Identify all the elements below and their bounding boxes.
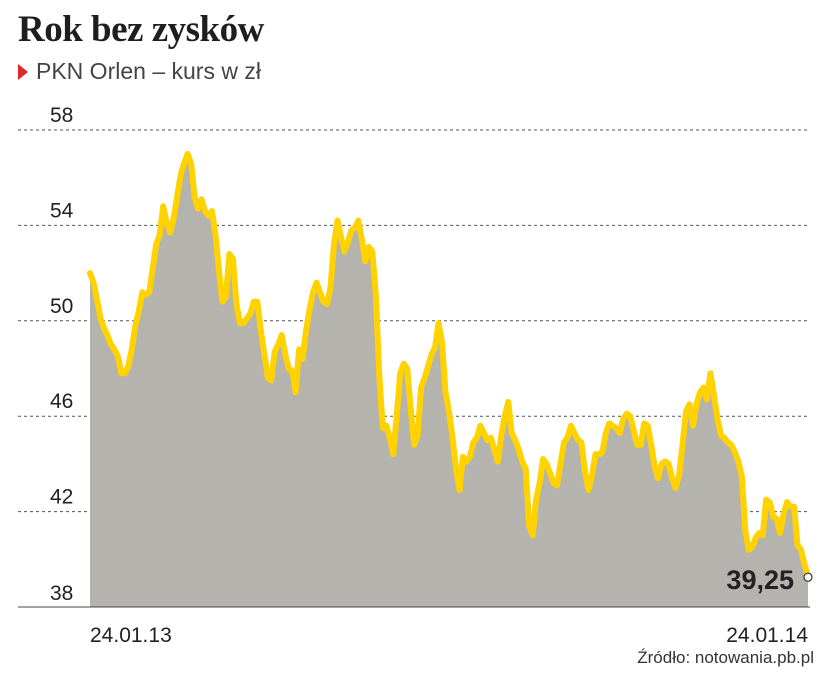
price-area xyxy=(90,153,808,607)
y-tick-label-42: 42 xyxy=(50,486,73,509)
y-tick-label-54: 54 xyxy=(50,199,74,222)
price-line xyxy=(87,150,811,581)
source-note: Źródło: notowania.pb.pl xyxy=(637,648,814,667)
x-tick-start: 24.01.13 xyxy=(90,624,172,647)
y-tick-label-50: 50 xyxy=(50,295,73,318)
y-tick-label-46: 46 xyxy=(50,390,73,413)
y-tick-label-58: 58 xyxy=(50,104,73,127)
last-price-label: 39,25 xyxy=(726,565,794,595)
subtitle-text: PKN Orlen – kurs w zł xyxy=(36,58,261,84)
last-price-point xyxy=(803,572,813,582)
chart-title: Rok bez zysków xyxy=(18,9,264,50)
y-axis-ticks: 58 54 50 46 42 38 xyxy=(50,104,74,605)
triangle-marker-icon xyxy=(18,63,28,80)
chart-subtitle: PKN Orlen – kurs w zł xyxy=(18,58,261,85)
x-tick-end: 24.01.14 xyxy=(726,624,808,647)
y-tick-label-38: 38 xyxy=(50,582,73,605)
